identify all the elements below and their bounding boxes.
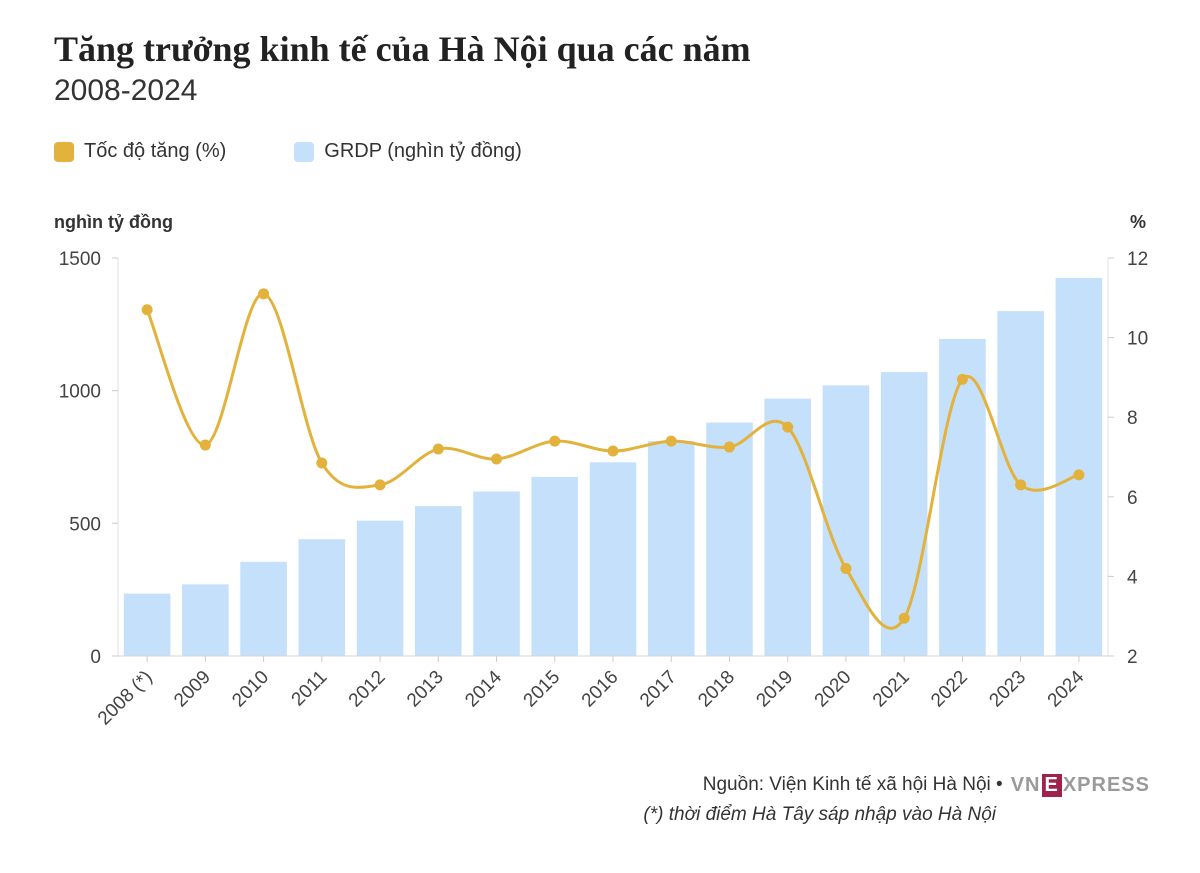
point-growth-rate bbox=[549, 435, 561, 447]
point-growth-rate bbox=[258, 288, 270, 300]
point-growth-rate bbox=[374, 479, 386, 491]
bar-grdp bbox=[182, 584, 229, 656]
legend-item-grdp: GRDP (nghìn tỷ đồng) bbox=[294, 140, 522, 163]
right-tick-label: 8 bbox=[1127, 408, 1138, 429]
point-growth-rate bbox=[723, 441, 735, 453]
bar-grdp bbox=[1055, 277, 1103, 656]
x-tick-label: 2022 bbox=[927, 667, 972, 712]
bar-grdp bbox=[939, 338, 986, 656]
x-tick-label: 2015 bbox=[520, 667, 565, 712]
bar-grdp bbox=[531, 476, 579, 656]
footnote: (*) thời điểm Hà Tây sáp nhập vào Hà Nội bbox=[643, 804, 996, 825]
x-tick-label: 2008 (*) bbox=[94, 667, 157, 730]
right-tick-label: 12 bbox=[1127, 249, 1148, 270]
x-tick-label: 2012 bbox=[345, 667, 390, 712]
chart-title: Tăng trưởng kinh tế của Hà Nội qua các n… bbox=[54, 29, 751, 69]
legend-swatch-grdp bbox=[294, 141, 315, 162]
point-growth-rate bbox=[898, 612, 910, 624]
right-tick-label: 6 bbox=[1127, 488, 1138, 509]
bar-grdp bbox=[822, 385, 870, 656]
bar-grdp bbox=[123, 593, 171, 656]
right-tick-label: 4 bbox=[1127, 567, 1138, 588]
x-tick-label: 2009 bbox=[170, 667, 215, 712]
bar-grdp bbox=[473, 491, 520, 656]
legend-item-growth: Tốc độ tăng (%) bbox=[54, 140, 226, 163]
point-growth-rate bbox=[432, 443, 444, 455]
x-tick-label: 2024 bbox=[1044, 666, 1089, 711]
point-growth-rate bbox=[782, 421, 794, 433]
chart-subtitle: 2008-2024 bbox=[54, 74, 198, 107]
left-tick-label: 1500 bbox=[59, 249, 101, 270]
point-growth-rate bbox=[316, 457, 328, 469]
legend-swatch-growth bbox=[54, 141, 74, 162]
right-axis-title: % bbox=[1130, 212, 1147, 232]
point-growth-rate bbox=[1015, 479, 1027, 491]
legend-label-growth: Tốc độ tăng (%) bbox=[84, 140, 227, 162]
right-tick-label: 2 bbox=[1127, 647, 1138, 668]
x-tick-label: 2010 bbox=[228, 667, 273, 712]
legend-label-grdp: GRDP (nghìn tỷ đồng) bbox=[324, 140, 522, 162]
point-growth-rate bbox=[491, 453, 503, 465]
line-growth-rate bbox=[145, 292, 1080, 630]
right-tick-label: 10 bbox=[1127, 329, 1148, 350]
x-tick-label: 2021 bbox=[869, 667, 914, 712]
point-growth-rate bbox=[1073, 469, 1085, 481]
x-tick-label: 2017 bbox=[636, 667, 681, 712]
bar-grdp bbox=[356, 520, 404, 656]
point-growth-rate bbox=[199, 439, 211, 451]
bar-grdp bbox=[706, 422, 753, 656]
bar-grdp bbox=[240, 561, 287, 656]
x-tick-label: 2013 bbox=[403, 667, 448, 712]
left-tick-label: 0 bbox=[90, 647, 101, 668]
bar-grdp bbox=[589, 462, 637, 656]
left-tick-label: 1000 bbox=[59, 382, 101, 403]
source-text: Nguồn: Viện Kinh tế xã hội Hà Nội • bbox=[702, 774, 1003, 795]
x-tick-label: 2016 bbox=[578, 667, 623, 712]
x-tick-label: 2020 bbox=[811, 667, 856, 712]
x-tick-label: 2019 bbox=[752, 667, 797, 712]
left-axis-title: nghìn tỷ đồng bbox=[54, 212, 173, 232]
logo-xpress: XPRESS bbox=[1062, 773, 1150, 796]
bar-grdp bbox=[880, 372, 928, 656]
bar-grdp bbox=[647, 441, 695, 656]
point-growth-rate bbox=[141, 304, 153, 316]
bar-grdp bbox=[298, 539, 346, 656]
footer: Nguồn: Viện Kinh tế xã hội Hà Nội • VN E X… bbox=[643, 770, 1150, 830]
x-tick-label: 2023 bbox=[985, 667, 1030, 712]
x-tick-label: 2018 bbox=[694, 667, 739, 712]
point-growth-rate bbox=[956, 373, 968, 385]
vnexpress-logo: VN E XPRESS bbox=[1010, 773, 1150, 797]
point-growth-rate bbox=[665, 435, 677, 447]
bar-grdp bbox=[764, 398, 811, 656]
point-growth-rate bbox=[840, 562, 852, 574]
x-tick-label: 2014 bbox=[461, 666, 506, 711]
point-growth-rate bbox=[607, 445, 619, 457]
legend: Tốc độ tăng (%) GRDP (nghìn tỷ đồng) bbox=[54, 140, 590, 163]
logo-vn: VN bbox=[1010, 773, 1041, 796]
logo-e: E bbox=[1041, 773, 1062, 797]
left-tick-label: 500 bbox=[69, 514, 101, 535]
x-tick-label: 2011 bbox=[288, 667, 332, 711]
bar-grdp bbox=[415, 506, 462, 656]
